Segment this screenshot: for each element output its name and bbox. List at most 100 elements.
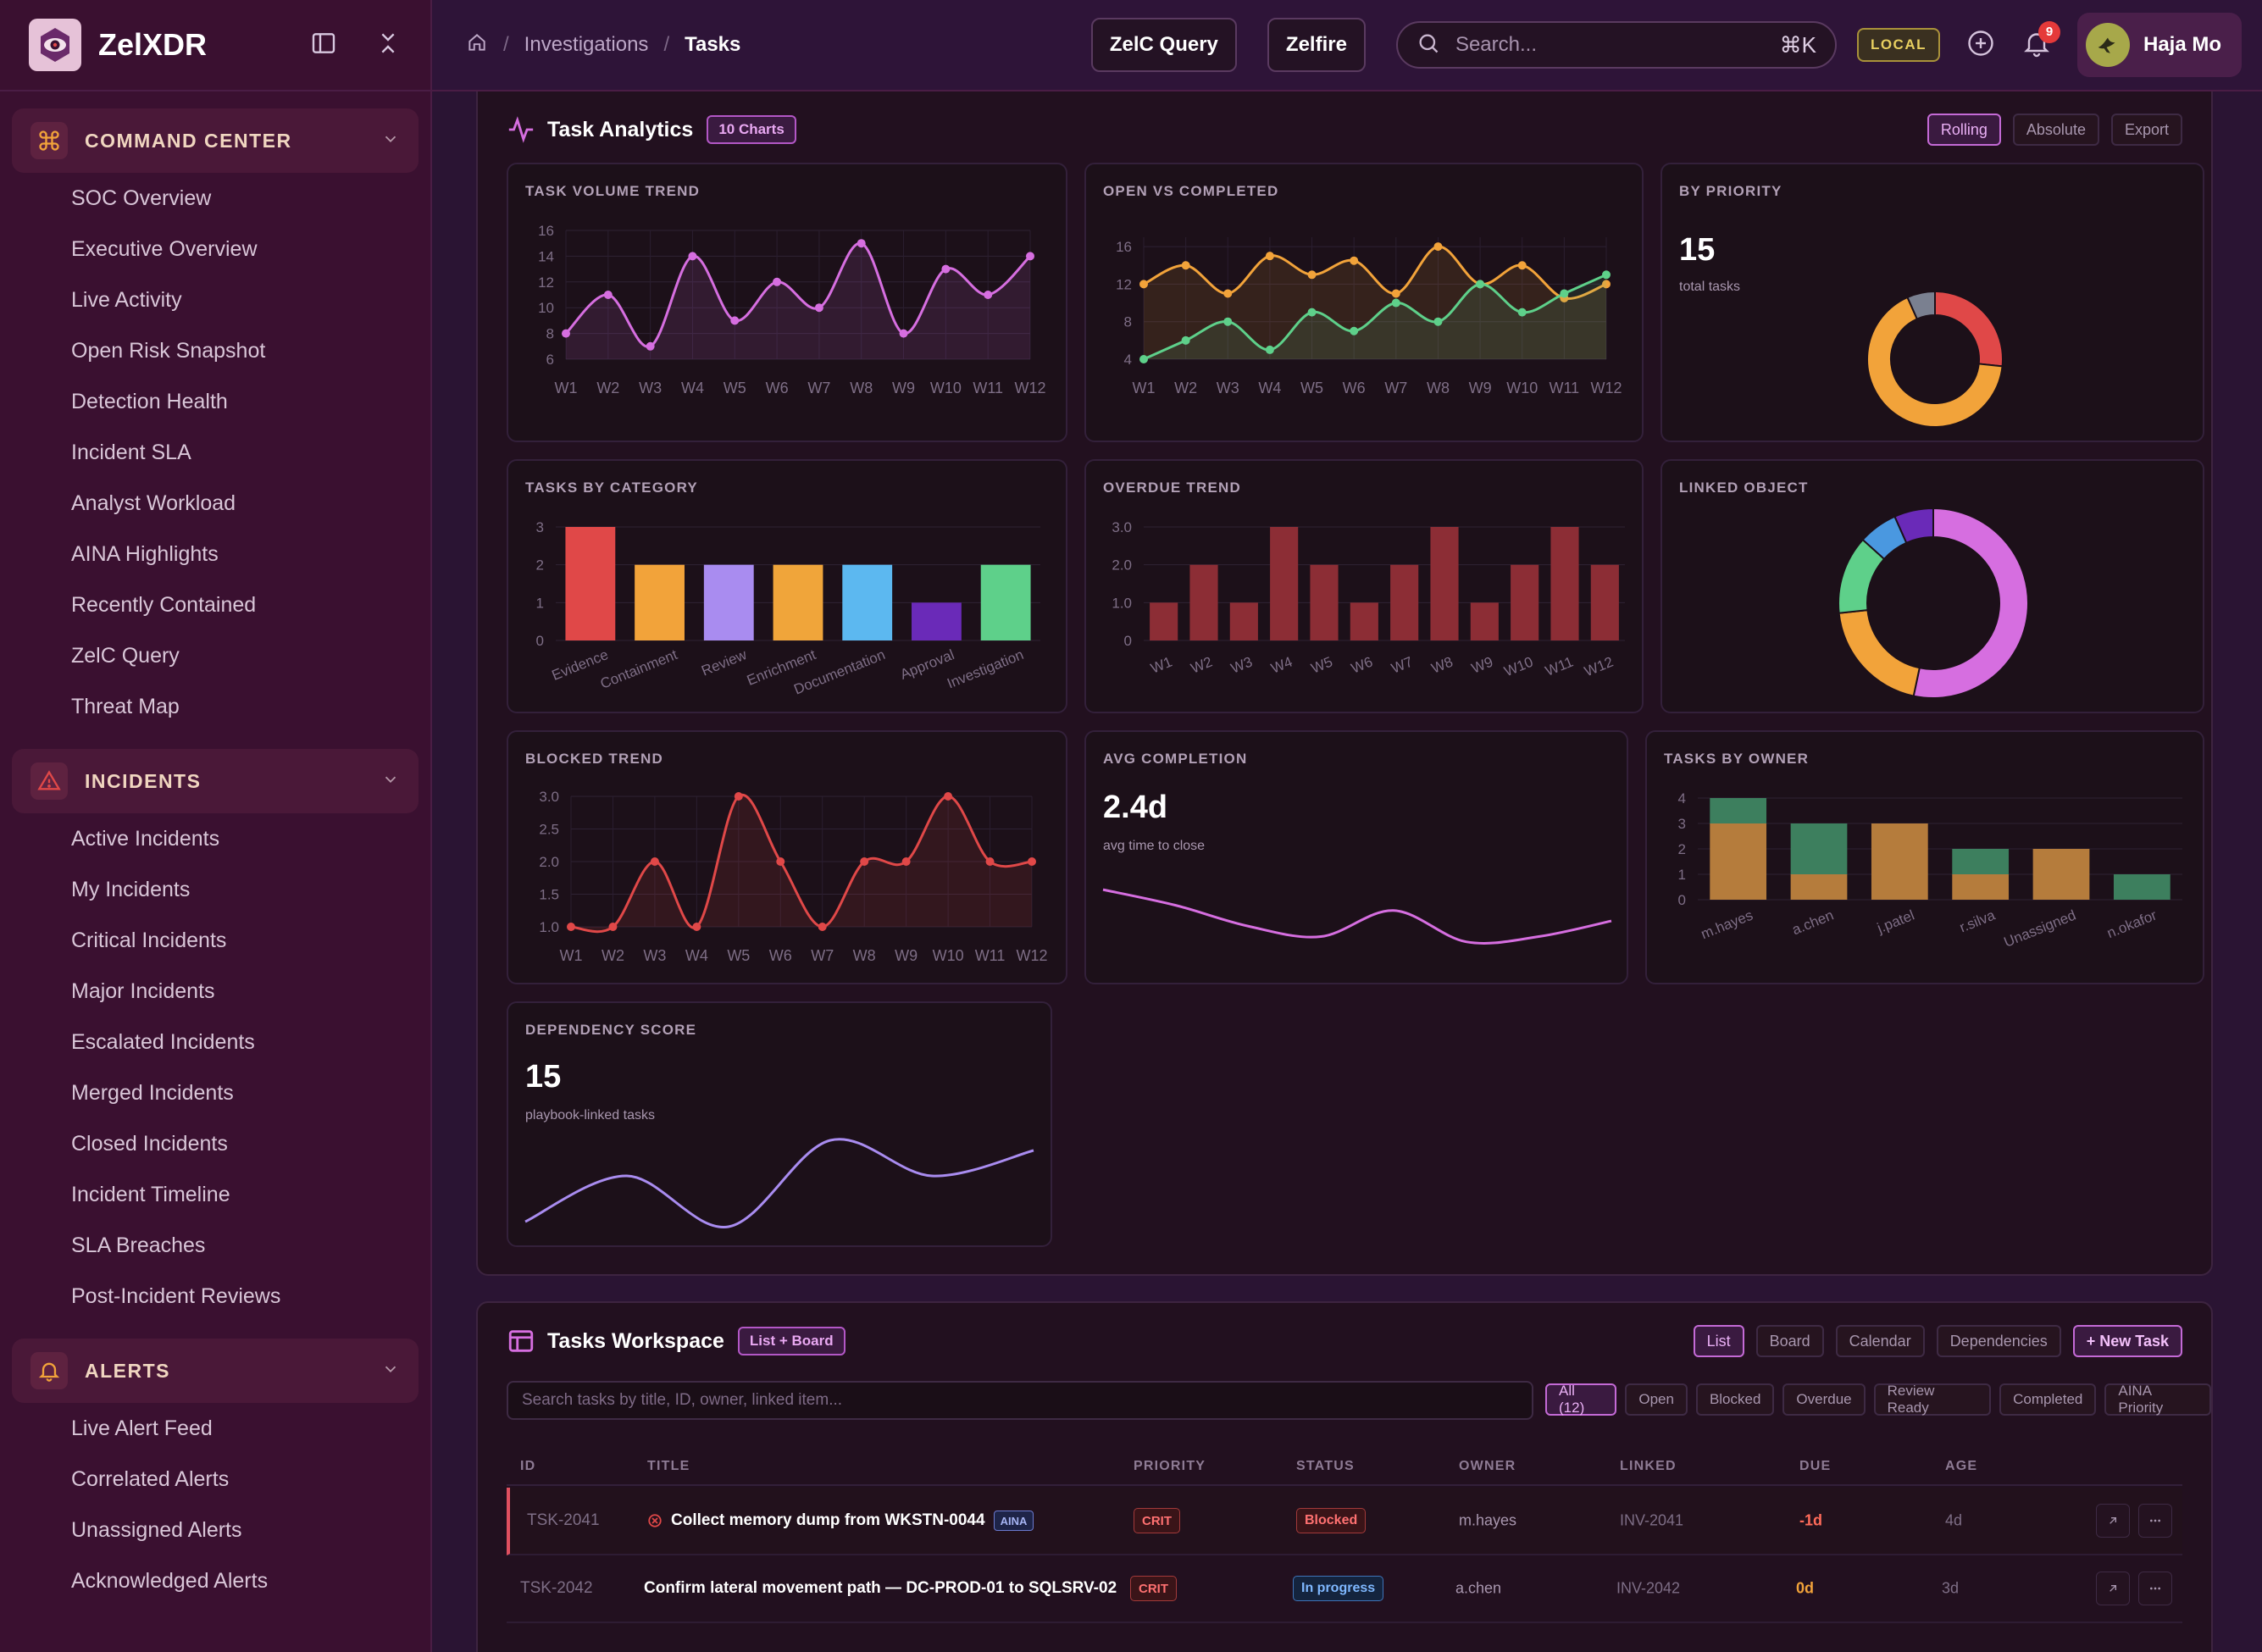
home-icon[interactable] [466,31,488,59]
x-tick-label: W8 [850,380,873,396]
col-owner[interactable]: OWNER [1459,1459,1516,1473]
chevron-down-icon[interactable] [381,770,400,793]
x-tick-label: W10 [1506,380,1538,396]
task-volume-svg: 6 8 10 12 14 16 W1 W2 W3 W4 W5 W6 W7 W8 W9 W10 W11 W12 [538,223,1045,396]
nav-item-escalated-incidents[interactable]: Escalated Incidents [71,1029,255,1054]
open-task-button[interactable] [2096,1504,2130,1538]
group-label: ALERTS [85,1359,170,1382]
chart-title: BY PRIORITY [1679,183,1782,199]
open-task-button[interactable] [2096,1572,2130,1605]
nav-item-soc-overview[interactable]: SOC Overview [71,186,212,210]
nav-item-analyst-workload[interactable]: Analyst Workload [71,491,236,515]
group-header-incidents[interactable]: INCIDENTS [12,749,419,813]
nav-item-detection-health[interactable]: Detection Health [71,389,228,413]
nav-item-critical-incidents[interactable]: Critical Incidents [71,928,227,952]
view-list-button[interactable]: List [1693,1325,1744,1357]
filter-review-ready[interactable]: Review Ready [1873,1383,1992,1416]
task-search-input[interactable] [522,1391,1518,1410]
y-tick-label: 2 [536,557,544,574]
series-area [571,795,1032,932]
nav-item-active-incidents[interactable]: Active Incidents [71,826,220,851]
series-area [566,242,1030,359]
col-age[interactable]: AGE [1945,1459,1978,1473]
absolute-button[interactable]: Absolute [2012,114,2099,146]
add-button[interactable] [1965,28,1996,63]
col-linked[interactable]: LINKED [1620,1459,1677,1473]
nav-item-acknowledged-alerts[interactable]: Acknowledged Alerts [71,1568,269,1593]
bar-segment [2113,874,2171,900]
more-options-button[interactable] [2138,1504,2172,1538]
chart-open-vs-completed: OPEN VS COMPLETED 4 8 12 16 W1 W2 W3 W4 W5 W6 W7 W8… [1084,163,1644,442]
nav-item-incident-timeline[interactable]: Incident Timeline [71,1182,230,1206]
nav-item-sla-breaches[interactable]: SLA Breaches [71,1233,206,1257]
breadcrumb-investigations[interactable]: Investigations [524,33,649,56]
nav-group-command-center: COMMAND CENTER SOC Overview Executive Ov… [0,108,430,732]
table-row[interactable]: TSK-2042 Confirm lateral movement path —… [507,1555,2182,1623]
task-linked[interactable]: INV-2041 [1620,1511,1684,1529]
zelfire-button[interactable]: Zelfire [1267,18,1366,72]
more-options-button[interactable] [2138,1572,2172,1605]
nav-item-zelc-query[interactable]: ZelC Query [71,643,180,668]
new-task-button[interactable]: + New Task [2072,1325,2182,1357]
nav-item-live-alert-feed[interactable]: Live Alert Feed [71,1416,213,1440]
nav-item-aina-highlights[interactable]: AINA Highlights [71,541,219,566]
nav-item-open-risk-snapshot[interactable]: Open Risk Snapshot [71,338,266,363]
nav-item-my-incidents[interactable]: My Incidents [71,877,191,901]
filter-all[interactable]: All (12) [1545,1383,1617,1416]
col-title[interactable]: TITLE [647,1459,690,1473]
brand-logo-icon[interactable] [29,19,81,71]
task-title-cell[interactable]: Collect memory dump from WKSTN-0044 AINA [647,1511,1034,1531]
nav-item-major-incidents[interactable]: Major Incidents [71,978,215,1003]
view-board-button[interactable]: Board [1755,1325,1824,1357]
x-tick-label: W5 [724,380,746,396]
col-status[interactable]: STATUS [1296,1459,1355,1473]
task-linked[interactable]: INV-2042 [1616,1579,1681,1597]
nav-item-incident-sla[interactable]: Incident SLA [71,440,191,464]
view-dependencies-button[interactable]: Dependencies [1936,1325,2061,1357]
nav-item-threat-map[interactable]: Threat Map [71,694,180,718]
group-header-alerts[interactable]: ALERTS [12,1339,419,1403]
table-row[interactable]: TSK-2041 Collect memory dump from WKSTN-… [507,1488,2182,1555]
data-point [776,857,785,866]
zelc-query-button[interactable]: ZelC Query [1090,18,1237,72]
user-menu[interactable]: Haja Mo [2076,13,2242,77]
nav-item-executive-overview[interactable]: Executive Overview [71,236,258,261]
series-area [1144,247,1606,359]
sidebar-toggle-icon[interactable] [310,30,337,61]
nav-item-post-incident-reviews[interactable]: Post-Incident Reviews [71,1283,281,1308]
notifications-button[interactable]: 9 [2021,20,2060,63]
x-tick-label: W7 [1384,380,1407,396]
rolling-button[interactable]: Rolling [1927,114,2001,146]
col-priority[interactable]: PRIORITY [1134,1459,1206,1473]
nav-item-correlated-alerts[interactable]: Correlated Alerts [71,1466,230,1491]
global-search[interactable]: ⌘K [1395,21,1837,69]
nav-item-merged-incidents[interactable]: Merged Incidents [71,1080,234,1105]
nav-item-live-activity[interactable]: Live Activity [71,287,182,312]
task-owner[interactable]: m.hayes [1459,1511,1517,1529]
group-header-command-center[interactable]: COMMAND CENTER [12,108,419,173]
x-tick-label: W1 [560,947,583,964]
task-owner[interactable]: a.chen [1455,1579,1502,1597]
brand: ZelXDR [0,0,430,91]
task-title-cell[interactable]: Confirm lateral movement path — DC-PROD-… [644,1579,1117,1598]
search-input[interactable] [1455,33,1780,57]
collapse-all-icon[interactable] [374,30,402,61]
nav-item-unassigned-alerts[interactable]: Unassigned Alerts [71,1517,242,1542]
chevron-down-icon[interactable] [381,1360,400,1383]
bar [1590,564,1619,640]
view-calendar-button[interactable]: Calendar [1835,1325,1925,1357]
data-point [941,264,951,274]
nav-item-closed-incidents[interactable]: Closed Incidents [71,1131,228,1156]
task-search[interactable] [507,1381,1533,1420]
chevron-down-icon[interactable] [381,130,400,152]
filter-completed[interactable]: Completed [1999,1383,2097,1416]
filter-overdue[interactable]: Overdue [1782,1383,1866,1416]
filter-blocked[interactable]: Blocked [1695,1383,1775,1416]
filter-open[interactable]: Open [1625,1383,1688,1416]
data-point [1433,317,1443,326]
nav-item-recently-contained[interactable]: Recently Contained [71,592,257,617]
export-button[interactable]: Export [2110,114,2182,146]
col-id[interactable]: ID [520,1459,536,1473]
col-due[interactable]: DUE [1799,1459,1832,1473]
filter-aina-priority[interactable]: AINA Priority [2104,1383,2211,1416]
